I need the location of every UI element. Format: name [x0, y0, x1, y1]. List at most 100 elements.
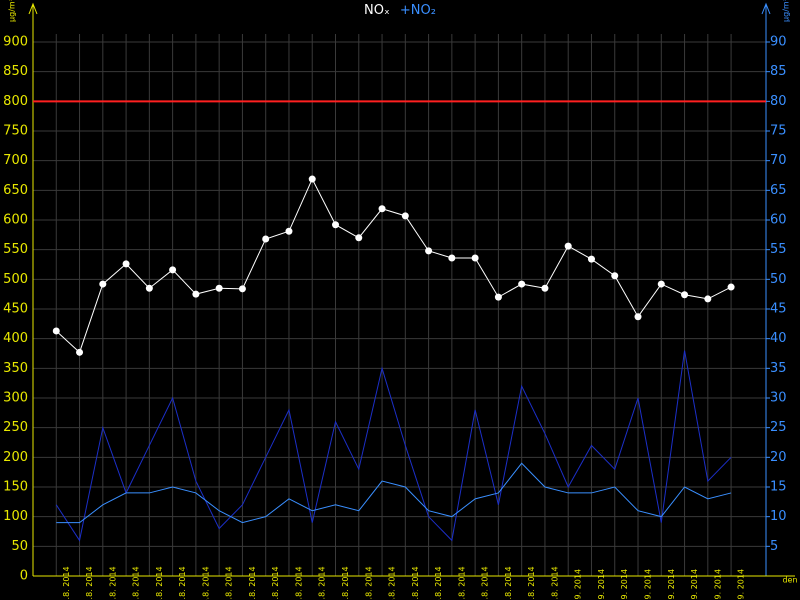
y2-tick-label: 85	[770, 64, 787, 79]
y2-tick-label: 20	[770, 450, 787, 465]
x-tick-label: 14.8. 2014	[155, 566, 164, 600]
data-point	[611, 272, 619, 280]
x-tick-label: 28.8. 2014	[481, 566, 490, 600]
x-tick-label: 4.9. 2014	[644, 569, 653, 600]
y-tick-label: 250	[3, 420, 28, 435]
data-point	[262, 235, 270, 243]
x-tick-label: 15.8. 2014	[178, 566, 187, 600]
data-point	[727, 283, 735, 291]
data-point	[378, 205, 386, 213]
x-tick-label: 29.8. 2014	[504, 566, 513, 600]
data-point	[285, 227, 293, 235]
x-tick-label: 23.8. 2014	[364, 566, 373, 600]
data-point	[122, 260, 130, 268]
y2-tick-label: 80	[770, 94, 787, 109]
data-point	[448, 254, 456, 262]
y-tick-label: 100	[3, 509, 28, 524]
y2-tick-label: 30	[770, 391, 787, 406]
y-tick-label: 450	[3, 302, 28, 317]
x-tick-label: 22.8. 2014	[341, 566, 350, 600]
x-tick-label: 6.9. 2014	[690, 569, 699, 600]
y-tick-label: 350	[3, 361, 28, 376]
chart-title: NOₓ +NO₂	[364, 3, 436, 18]
x-tick-label: 1.9. 2014	[574, 569, 583, 600]
x-tick-label: 13.8. 2014	[132, 566, 141, 600]
x-tick-label: 10.8. 2014	[62, 566, 71, 600]
x-tick-label: 30.8. 2014	[527, 566, 536, 600]
x-tick-label: 20.8. 2014	[294, 566, 303, 600]
data-point	[471, 254, 479, 262]
y2-unit: µg/m³	[782, 0, 791, 22]
y2-tick-label: 60	[770, 213, 787, 228]
data-point	[76, 348, 84, 356]
x-tick-label: 26.8. 2014	[434, 566, 443, 600]
y-tick-label: 400	[3, 331, 28, 346]
x-tick-label: 27.8. 2014	[457, 566, 466, 600]
y-tick-label: 900	[3, 35, 28, 50]
data-point	[215, 284, 223, 292]
x-tick-label: 18.8. 2014	[248, 566, 257, 600]
data-point	[145, 284, 153, 292]
data-point	[238, 285, 246, 293]
y2-tick-label: 40	[770, 331, 787, 346]
y-tick-label: 300	[3, 391, 28, 406]
data-point	[355, 234, 363, 242]
data-point	[52, 327, 60, 335]
x-tick-label: 7.9. 2014	[713, 569, 722, 600]
x-tick-label: 31.8. 2014	[550, 566, 559, 600]
y2-tick-label: 50	[770, 272, 787, 287]
x-tick-label: 17.8. 2014	[225, 566, 234, 600]
title-nox: NOₓ	[364, 3, 390, 18]
x-tick-label: 12.8. 2014	[108, 566, 117, 600]
data-point	[169, 266, 177, 274]
y-tick-label: 650	[3, 183, 28, 198]
data-point	[401, 212, 409, 220]
y-tick-label: 0	[20, 569, 28, 584]
x-tick-label: 5.9. 2014	[667, 569, 676, 600]
y-tick-label: 600	[3, 213, 28, 228]
data-point	[99, 280, 107, 288]
data-point	[704, 295, 712, 303]
data-point	[332, 221, 340, 229]
y-tick-label: 800	[3, 94, 28, 109]
series-line	[56, 462, 732, 524]
title-no2: +NO₂	[400, 3, 436, 18]
x-label: den	[782, 576, 797, 585]
y-unit: µg/m³	[8, 0, 17, 22]
x-tick-label: 21.8. 2014	[318, 566, 327, 600]
x-tick-label: 3.9. 2014	[620, 569, 629, 600]
y2-tick-label: 25	[770, 420, 787, 435]
y2-tick-label: 15	[770, 480, 787, 495]
y2-tick-label: 75	[770, 124, 787, 139]
x-tick-label: 25.8. 2014	[411, 566, 420, 600]
series-line	[55, 177, 732, 354]
y2-tick-label: 90	[770, 35, 787, 50]
data-point	[518, 280, 526, 288]
y2-tick-label: 5	[770, 539, 778, 554]
x-tick-label: 24.8. 2014	[388, 566, 397, 600]
y-tick-label: 150	[3, 480, 28, 495]
y2-tick-label: 45	[770, 302, 787, 317]
data-point	[308, 175, 316, 183]
data-point	[587, 255, 595, 263]
y-tick-label: 850	[3, 64, 28, 79]
data-point	[564, 242, 572, 250]
x-tick-label: 8.9. 2014	[737, 569, 746, 600]
y2-tick-label: 55	[770, 242, 787, 257]
data-point	[657, 280, 665, 288]
data-point	[634, 313, 642, 321]
data-point	[425, 247, 433, 255]
x-tick-label: 11.8. 2014	[85, 566, 94, 600]
data-point	[681, 291, 689, 299]
y-tick-label: 700	[3, 153, 28, 168]
data-point	[541, 284, 549, 292]
y-axis-arrow	[28, 2, 38, 15]
x-tick-label: 19.8. 2014	[271, 566, 280, 600]
y2-tick-label: 70	[770, 153, 787, 168]
y-tick-label: 550	[3, 242, 28, 257]
y-tick-label: 50	[11, 539, 28, 554]
y2-tick-label: 35	[770, 361, 787, 376]
y-tick-label: 500	[3, 272, 28, 287]
x-tick-label: 16.8. 2014	[201, 566, 210, 600]
